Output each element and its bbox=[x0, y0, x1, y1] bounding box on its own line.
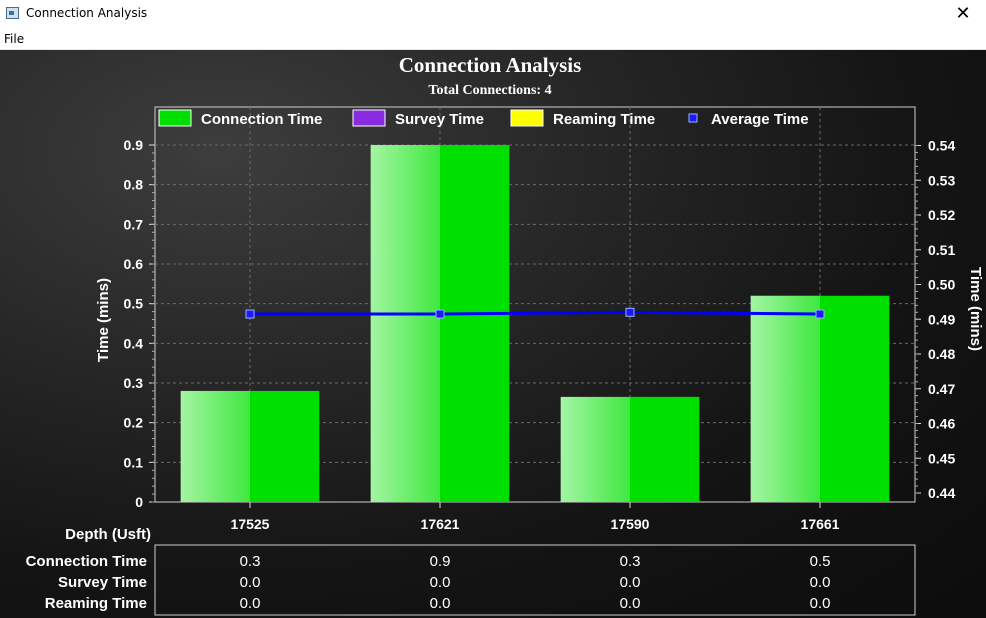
table-row-label: Reaming Time bbox=[45, 595, 147, 612]
y2-tick-label: 0.54 bbox=[928, 138, 955, 154]
legend: Connection Time Survey Time Reaming Time Av… bbox=[158, 109, 809, 128]
table-row-label: Connection Time bbox=[26, 553, 147, 570]
y-tick-label: 0.9 bbox=[124, 137, 144, 153]
y2-axis-label: Time (mins) bbox=[967, 267, 984, 351]
average-time-point bbox=[625, 307, 635, 317]
y2-tick-label: 0.47 bbox=[928, 381, 955, 397]
legend-swatch bbox=[510, 109, 544, 127]
table-cell: 0.9 bbox=[430, 553, 451, 570]
legend-label: Connection Time bbox=[201, 111, 322, 128]
legend-marker bbox=[688, 113, 698, 123]
y2-tick-label: 0.45 bbox=[928, 450, 955, 466]
menu-bar: File bbox=[0, 30, 986, 50]
chart: Connection Analysis Total Connections: 4… bbox=[26, 53, 984, 616]
table-cell: 0.0 bbox=[620, 574, 641, 591]
plot-frame bbox=[154, 106, 916, 503]
y2-tick-label: 0.50 bbox=[928, 277, 955, 293]
y2-tick-label: 0.51 bbox=[928, 242, 955, 258]
x-tick-label: 17590 bbox=[611, 516, 650, 532]
y-tick-label: 0.6 bbox=[124, 256, 144, 272]
y-tick-label: 0.7 bbox=[124, 216, 144, 232]
y2-tick-label: 0.48 bbox=[928, 346, 955, 362]
average-time-line bbox=[250, 310, 821, 316]
y-tick-label: 0 bbox=[135, 494, 143, 510]
y2-tick-label: 0.53 bbox=[928, 172, 955, 188]
table-cell: 0.5 bbox=[810, 553, 831, 570]
legend-swatch bbox=[158, 109, 192, 127]
average-line bbox=[245, 307, 825, 319]
y-tick-label: 0.8 bbox=[124, 177, 144, 193]
table-frame bbox=[154, 544, 916, 616]
data-table: Connection Time 0.3 0.9 0.3 0.5 Survey Time 0.… bbox=[26, 544, 916, 616]
y2-tick-label: 0.44 bbox=[928, 485, 955, 501]
y-tick-label: 0.4 bbox=[124, 335, 144, 351]
table-cell: 0.3 bbox=[240, 553, 261, 570]
y-tick-label: 0.2 bbox=[124, 415, 144, 431]
x-axis-label: Depth (Usft) bbox=[65, 526, 151, 543]
table-cell: 0.0 bbox=[430, 574, 451, 591]
bar-connection-time bbox=[560, 396, 700, 502]
bars bbox=[180, 145, 890, 502]
average-time-point bbox=[245, 309, 255, 319]
window-title: Connection Analysis bbox=[26, 6, 148, 20]
x-tick-label: 17661 bbox=[801, 516, 840, 532]
chart-title: Connection Analysis bbox=[399, 53, 582, 77]
x-tick-label: 17621 bbox=[421, 516, 460, 532]
y2-tick-label: 0.49 bbox=[928, 311, 955, 327]
table-cell: 0.0 bbox=[240, 595, 261, 612]
bar-connection-time bbox=[180, 390, 320, 502]
legend-swatch bbox=[352, 109, 386, 127]
table-cell: 0.3 bbox=[620, 553, 641, 570]
y2-tick-label: 0.52 bbox=[928, 207, 955, 223]
y2-tick-label: 0.46 bbox=[928, 416, 955, 432]
table-row-label: Survey Time bbox=[58, 574, 147, 591]
average-time-point bbox=[815, 309, 825, 319]
y-axis-label: Time (mins) bbox=[95, 278, 112, 362]
axes: 0 0.1 0.2 0.3 0.4 0.5 0.6 0.7 0.8 0.9 0.44 0.45 0.46… bbox=[124, 137, 956, 532]
average-time-point bbox=[435, 309, 445, 319]
legend-label: Reaming Time bbox=[553, 111, 655, 128]
y-tick-label: 0.3 bbox=[124, 375, 144, 391]
close-button[interactable]: ✕ bbox=[955, 3, 971, 24]
y-tick-label: 0.5 bbox=[124, 296, 144, 312]
legend-label: Survey Time bbox=[395, 111, 484, 128]
bar-connection-time bbox=[750, 295, 890, 502]
table-cell: 0.0 bbox=[810, 574, 831, 591]
chart-subtitle: Total Connections: 4 bbox=[428, 83, 551, 98]
table-cell: 0.0 bbox=[620, 595, 641, 612]
y-tick-label: 0.1 bbox=[124, 454, 144, 470]
title-bar: Connection Analysis ✕ bbox=[0, 0, 986, 30]
bar-connection-time bbox=[370, 145, 510, 502]
legend-label: Average Time bbox=[711, 111, 809, 128]
table-cell: 0.0 bbox=[810, 595, 831, 612]
table-cell: 0.0 bbox=[430, 595, 451, 612]
menu-file[interactable]: File bbox=[4, 32, 25, 46]
table-cell: 0.0 bbox=[240, 574, 261, 591]
app-window-icon bbox=[6, 7, 19, 19]
x-tick-label: 17525 bbox=[231, 516, 270, 532]
